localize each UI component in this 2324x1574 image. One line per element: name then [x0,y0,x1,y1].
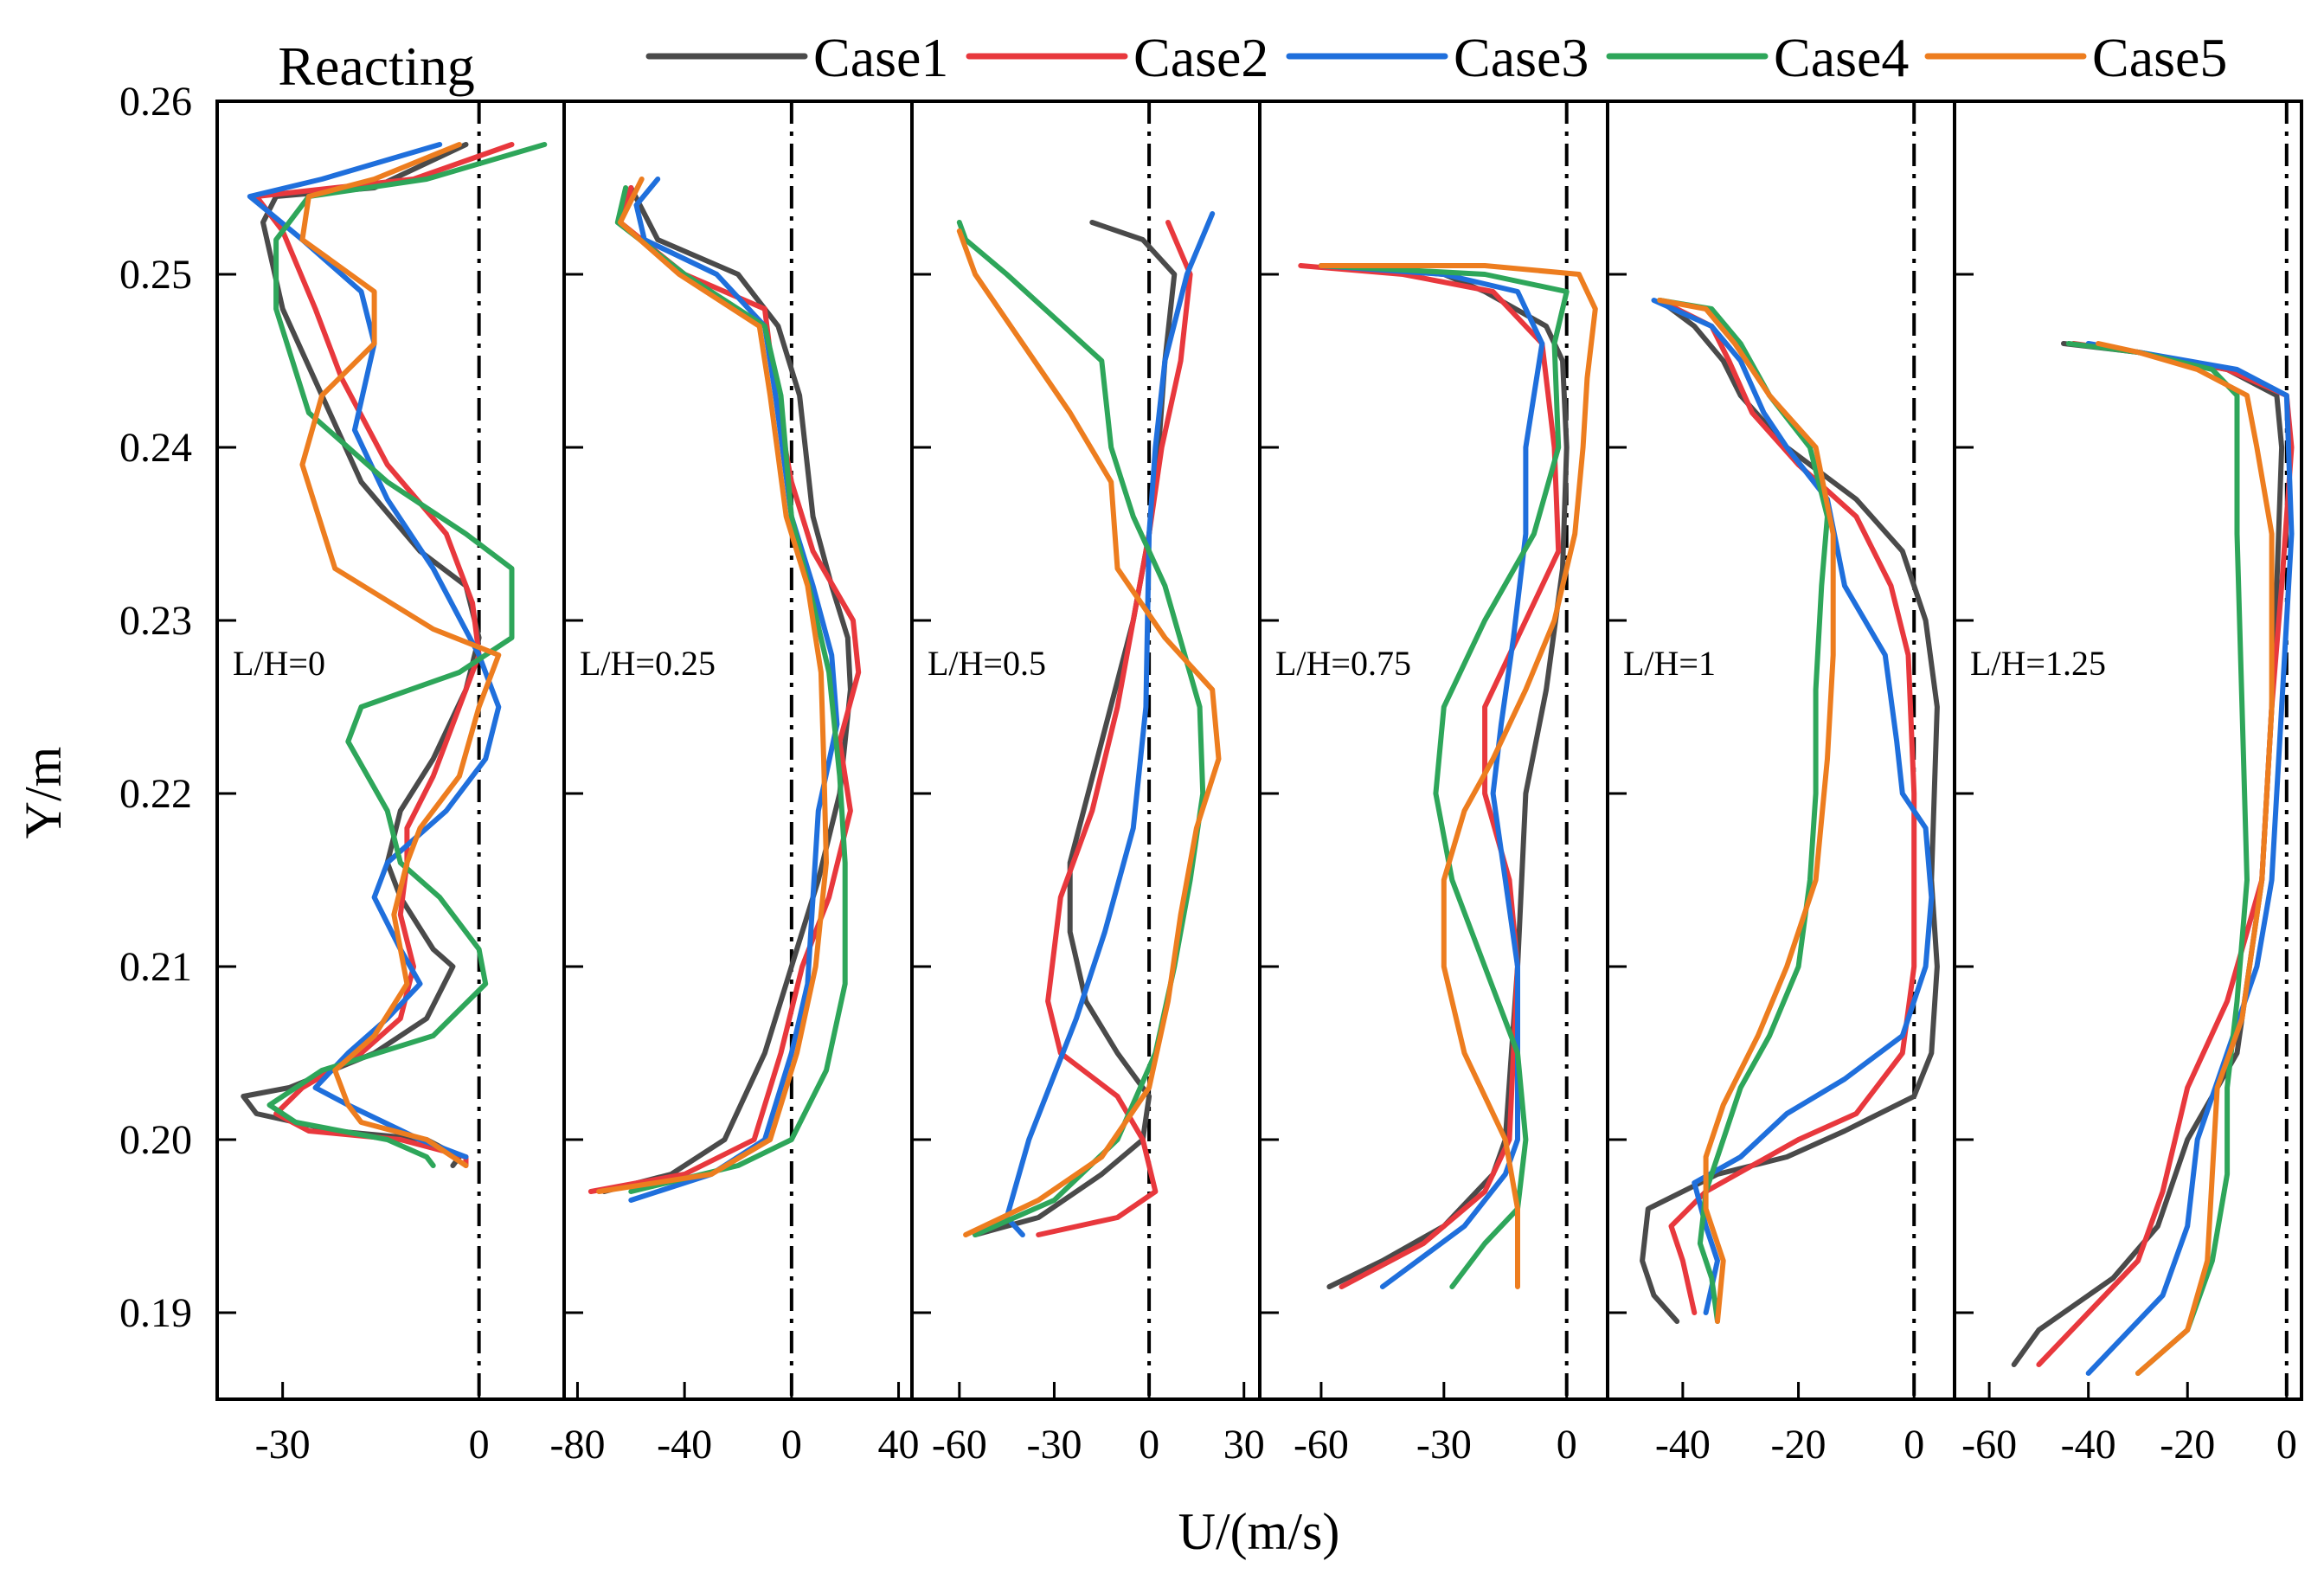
series-line-case4 [956,220,1206,1237]
panels-layer: -30 0 L/H=0 -80 -40 0 40 L/H=0.25 -60 -30 0 30 L/H=0… [215,100,2303,1468]
panel-4: -60 -30 0 L/H=0.75 [1258,100,1609,1468]
panel-label: L/H=1.25 [1970,644,2106,683]
series-line-case5 [299,142,502,1168]
panel-label: L/H=0 [233,644,325,683]
x-tick-label: -30 [255,1422,311,1468]
series-line-case4 [614,185,848,1194]
series-line-case5 [956,228,1222,1237]
panel-frame [1953,100,2303,1401]
series-line-case2 [587,185,862,1194]
y-tick-label: 0.21 [119,944,192,990]
panel-frame [910,100,1262,1401]
y-tick-label: 0.24 [119,425,192,471]
x-tick-label: -60 [1294,1422,1349,1468]
x-axis-title: U/(m/s) [1178,1503,1340,1560]
y-axis-title: Y/m [15,747,72,839]
x-tick-label: -20 [2160,1422,2215,1468]
y-tick-label: 0.22 [119,771,192,817]
x-tick-label: 30 [1223,1422,1265,1468]
x-tick-label: -60 [1961,1422,2017,1468]
panel-3: -60 -30 0 30 L/H=0.5 [910,100,1265,1468]
series-line-case5 [596,177,829,1194]
x-tick-label: 0 [469,1422,490,1468]
series-line-case1 [601,185,853,1194]
y-tick-label: 0.19 [119,1290,192,1336]
x-tick-label: -40 [2061,1422,2116,1468]
y-tick-label: 0.23 [119,598,192,644]
panel-1: -30 0 L/H=0 [215,100,566,1468]
series-line-case5 [1318,263,1598,1289]
series-line-case2 [1036,220,1193,1237]
x-tick-label: 0 [1139,1422,1159,1468]
x-tick-label: 40 [878,1422,920,1468]
legend-label: Case5 [2092,27,2227,88]
x-tick-label: -30 [1026,1422,1082,1468]
panel-label: L/H=0.75 [1275,644,1411,683]
y-axis: 0.19 0.20 0.21 0.22 0.23 0.24 0.25 0.26 [119,79,192,1336]
legend-label: Case4 [1774,27,1909,88]
panel-label: L/H=0.25 [580,644,716,683]
panel-2: -80 -40 0 40 L/H=0.25 [549,100,920,1468]
series-line-case2 [254,142,515,1168]
x-tick-label: 0 [781,1422,802,1468]
chart-title: Reacting [278,35,474,97]
legend-item-case4: Case4 [1606,27,1909,88]
series-line-case4 [2065,341,2250,1376]
panel-6: -60 -40 -20 0 L/H=1.25 [1953,100,2303,1468]
panel-label: L/H=1 [1623,644,1716,683]
legend-label: Case1 [813,27,948,88]
y-tick-label: 0.26 [119,79,192,125]
series-line-case2 [1298,263,1562,1289]
y-tick-label: 0.20 [119,1117,192,1163]
panel-5: -40 -20 0 L/H=1 [1606,100,1956,1468]
series-line-case2 [1657,298,1917,1315]
series-line-case3 [1651,298,1935,1315]
x-tick-label: -60 [932,1422,987,1468]
legend-item-case1: Case1 [645,27,948,88]
series-line-case4 [266,142,548,1168]
panel-frame [1258,100,1609,1401]
x-tick-label: 0 [2276,1422,2297,1468]
x-tick-label: -40 [1655,1422,1711,1468]
series-line-case4 [1318,263,1570,1289]
legend-item-case5: Case5 [1924,27,2227,88]
x-tick-label: -80 [549,1422,605,1468]
series-line-case5 [2096,341,2275,1376]
legend: Case1 Case2 Case3 Case4 Case5 [645,27,2227,88]
series-line-case3 [1004,211,1216,1237]
legend-item-case2: Case2 [966,27,1268,88]
series-line-case3 [2085,341,2295,1376]
legend-item-case3: Case3 [1286,27,1589,88]
x-tick-label: -20 [1771,1422,1826,1468]
series-line-case1 [973,220,1178,1237]
panel-frame [215,100,566,1401]
legend-label: Case2 [1133,27,1268,88]
series-line-case5 [1657,298,1836,1324]
series-line-case3 [628,177,840,1203]
panel-label: L/H=0.5 [928,644,1046,683]
legend-label: Case3 [1454,27,1589,88]
x-tick-label: 0 [1903,1422,1924,1468]
x-tick-label: -30 [1416,1422,1472,1468]
x-tick-label: 0 [1557,1422,1577,1468]
y-tick-label: 0.25 [119,252,192,298]
x-tick-label: -40 [657,1422,712,1468]
series-line-case1 [2011,341,2285,1367]
